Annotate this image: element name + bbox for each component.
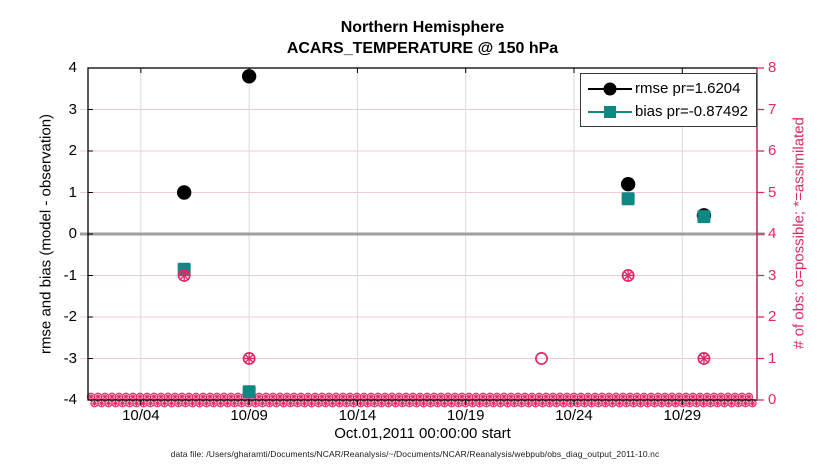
x-tick-label: 10/29: [663, 407, 702, 424]
y-right-tick-label: 3: [768, 266, 777, 284]
x-axis-label: Oct.01,2011 00:00:00 start: [334, 425, 511, 442]
y-left-tick-label: 1: [68, 183, 77, 201]
tick-marks: [88, 67, 764, 405]
y-left-tick-label: -1: [63, 266, 77, 284]
y-right-tick-label: 8: [768, 59, 777, 76]
bias-marker-icon: [588, 104, 632, 120]
legend-item-bias: bias pr=-0.87492: [588, 100, 752, 123]
x-tick-label: 10/24: [555, 407, 593, 424]
legend-label-rmse: rmse pr=1.6204: [635, 80, 741, 97]
y-left-tick-label: 3: [68, 100, 77, 118]
series-bias: [177, 192, 711, 399]
y-left-tick-label: 0: [68, 225, 77, 242]
y-right-tick-label: 4: [768, 225, 777, 242]
x-tick-label: 10/09: [230, 407, 268, 424]
y-left-tick-label: -3: [63, 349, 77, 367]
x-tick-label: 10/19: [446, 407, 485, 424]
y-right-tick-label: 1: [768, 349, 777, 367]
y-right-tick-label: 0: [768, 391, 777, 408]
y-right-tick-label: 2: [768, 308, 777, 325]
rmse-marker-icon: [588, 81, 632, 97]
chart-title-line1: Northern Hemisphere: [340, 19, 505, 36]
series-possible_obs: [177, 269, 711, 365]
y-left-tick-label: -4: [63, 391, 77, 408]
y-left-tick-label: 4: [68, 59, 77, 76]
footer-note: data file: /Users/gharamti/Documents/NCA…: [170, 449, 660, 459]
legend: rmse pr=1.6204 bias pr=-0.87492: [580, 73, 757, 127]
series-assimilated_obs: [178, 270, 710, 364]
y-left-tick-label: 2: [68, 142, 77, 159]
x-tick-label: 10/04: [122, 407, 160, 424]
y-right-tick-label: 7: [768, 100, 777, 118]
legend-item-rmse: rmse pr=1.6204: [588, 77, 752, 100]
legend-label-bias: bias pr=-0.87492: [635, 103, 748, 120]
y-left-tick-label: -2: [63, 308, 77, 325]
y-right-tick-label: 6: [768, 142, 777, 159]
chart-title-line2: ACARS_TEMPERATURE @ 150 hPa: [286, 40, 559, 57]
x-tick-label: 10/14: [338, 407, 377, 424]
chart-title: Northern Hemisphere ACARS_TEMPERATURE @ …: [88, 17, 757, 59]
y-right-tick-label: 5: [768, 183, 777, 201]
y-axis-label-right: # of obs: o=possible; *=assimilated: [790, 117, 808, 349]
